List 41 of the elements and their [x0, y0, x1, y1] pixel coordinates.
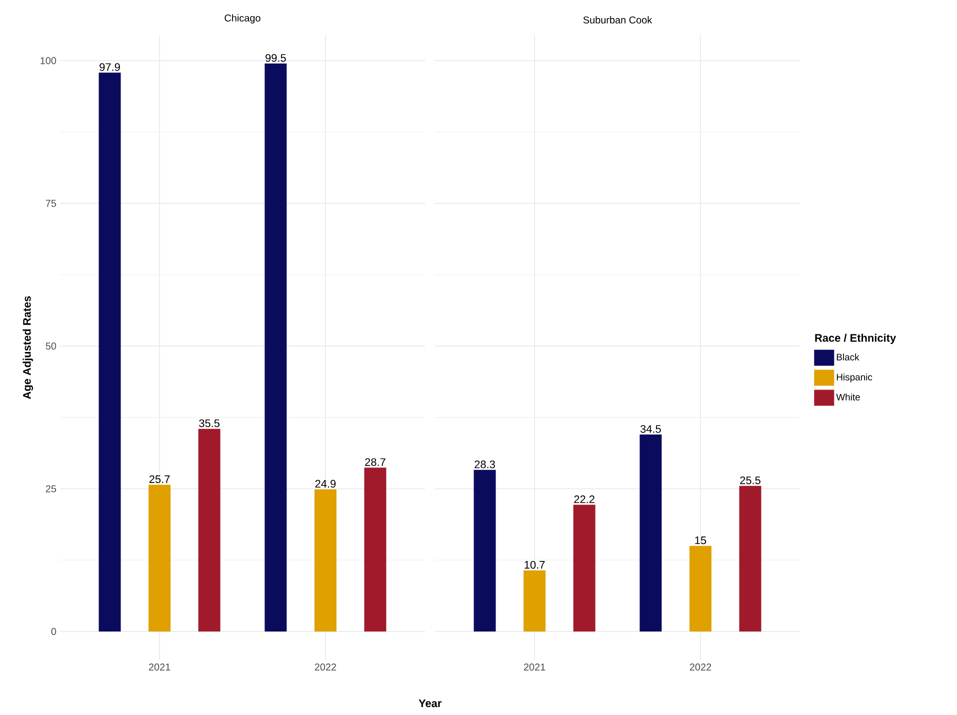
bar [640, 434, 662, 632]
data-label: 28.3 [474, 460, 495, 468]
data-label: 22.2 [574, 495, 594, 504]
bar [364, 468, 386, 632]
y-tick-label: 0 [51, 628, 56, 635]
x-tick-label: 2022 [690, 664, 712, 671]
y-tick-label: 100 [40, 57, 56, 64]
bar [198, 428, 220, 632]
data-label: 25.5 [740, 476, 760, 484]
data-label: 99.5 [266, 54, 286, 62]
y-axis-title: Age Adjusted Rates [22, 296, 34, 399]
bar [148, 484, 171, 632]
chart-title: Chicago [224, 14, 260, 24]
chart-title: Suburban Cook [583, 16, 652, 24]
bar [98, 72, 121, 632]
data-label: 25.7 [149, 475, 170, 484]
legend-label: Hispanic [836, 374, 872, 382]
legend-title: Race / Ethnicity [815, 334, 896, 344]
x-tick-label: 2021 [524, 664, 546, 671]
bar [264, 64, 287, 632]
legend-label: Black [836, 354, 860, 360]
data-label: 35.5 [199, 419, 220, 428]
data-label: 34.5 [640, 425, 661, 433]
y-tick-label: 50 [46, 342, 56, 350]
x-tick-label: 2021 [148, 664, 170, 671]
data-label: 15 [695, 536, 706, 544]
bar [314, 489, 336, 632]
y-tick-label: 75 [46, 200, 56, 207]
x-axis-title: Year [418, 700, 442, 708]
data-label: 97.9 [100, 63, 120, 71]
data-label: 24.9 [315, 480, 336, 488]
y-tick-label: 25 [46, 485, 56, 492]
bar [524, 570, 546, 632]
bar [689, 546, 712, 632]
legend-label: White [836, 394, 860, 400]
data-label: 10.7 [524, 560, 545, 569]
data-label: 28.7 [365, 458, 386, 466]
bar [739, 486, 762, 632]
bar [474, 470, 496, 632]
x-tick-label: 2022 [314, 664, 336, 671]
bar [573, 504, 596, 632]
